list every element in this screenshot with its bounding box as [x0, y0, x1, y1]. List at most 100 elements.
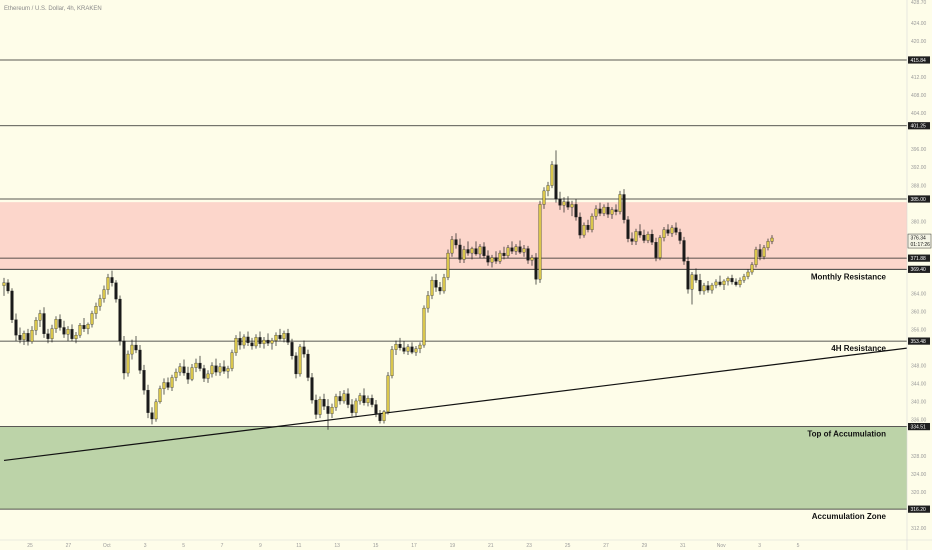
candle-body-down — [314, 399, 318, 415]
candle — [618, 190, 622, 215]
candle — [278, 328, 282, 341]
current-price-label: 376.34 — [911, 236, 927, 242]
candle — [294, 352, 298, 379]
price-tick-label: 340.00 — [911, 400, 927, 406]
candle-body-up — [106, 277, 110, 290]
candle-body-down — [186, 372, 190, 380]
candle — [418, 342, 422, 354]
candle — [402, 341, 406, 355]
candle — [174, 368, 178, 382]
candle-body-up — [450, 239, 454, 254]
candle-body-up — [98, 298, 102, 307]
level-label: 385.00 — [911, 197, 927, 203]
candle-body-up — [446, 252, 450, 278]
candle — [318, 396, 322, 419]
candle — [334, 393, 338, 411]
candle — [370, 394, 374, 408]
candle — [34, 317, 38, 336]
candle-body-up — [594, 208, 598, 217]
candle-body-down — [14, 319, 18, 336]
time-tick-label: 7 — [221, 543, 224, 549]
time-tick-label: 27 — [603, 543, 609, 549]
candle — [98, 294, 102, 311]
candle-body-down — [482, 246, 486, 256]
candle — [338, 391, 342, 405]
candle — [446, 249, 450, 281]
candle-body-up — [330, 407, 334, 414]
time-tick-label: 9 — [259, 543, 262, 549]
time-tick-label: 17 — [411, 543, 417, 549]
candle — [346, 388, 350, 409]
candle-body-up — [274, 334, 278, 341]
candle-body-down — [10, 290, 14, 320]
candle — [758, 244, 762, 261]
candle — [310, 373, 314, 404]
candle — [230, 349, 234, 372]
candle — [254, 334, 258, 349]
candle-body-down — [518, 246, 522, 253]
candle — [754, 246, 758, 268]
candle-body-down — [346, 393, 350, 405]
candle — [42, 307, 46, 338]
candle — [666, 224, 670, 236]
candle — [30, 326, 34, 344]
candle — [274, 332, 278, 346]
candle-body-down — [502, 252, 506, 256]
candle — [246, 331, 250, 346]
candle-body-up — [542, 190, 546, 205]
level-annotation: Monthly Resistance — [811, 272, 887, 281]
candle-body-up — [498, 252, 502, 262]
candle — [582, 222, 586, 238]
candle-body-down — [454, 239, 458, 246]
candle-body-down — [338, 396, 342, 402]
candle — [386, 372, 390, 415]
candle — [218, 363, 222, 376]
level-annotation: 4H Resistance — [831, 344, 886, 353]
candle — [322, 393, 326, 410]
candle-body-down — [322, 399, 326, 407]
candle-body-up — [234, 338, 238, 353]
candle-body-down — [310, 377, 314, 401]
candle — [290, 338, 294, 360]
candle — [146, 384, 150, 419]
candle-body-down — [578, 216, 582, 236]
candle — [698, 273, 702, 295]
candle — [502, 246, 506, 260]
candle — [342, 390, 346, 404]
candle — [250, 337, 254, 350]
candle — [674, 222, 678, 236]
candle-body-up — [618, 194, 622, 212]
candle-body-up — [762, 247, 766, 257]
price-tick-label: 324.00 — [911, 472, 927, 478]
candle — [22, 330, 26, 346]
candle — [710, 282, 714, 294]
candle — [554, 150, 558, 203]
candle-body-down — [674, 227, 678, 233]
candle — [662, 226, 666, 242]
candle — [670, 225, 674, 237]
candle-body-up — [662, 229, 666, 238]
candle — [478, 244, 482, 259]
candle — [330, 403, 334, 419]
candle — [362, 388, 366, 406]
candle-body-up — [390, 349, 394, 376]
candle — [458, 238, 462, 264]
time-tick-label: 3 — [758, 543, 761, 549]
candle-body-down — [698, 279, 702, 292]
candle — [738, 277, 742, 288]
candle — [506, 244, 510, 259]
time-axis[interactable]: 25 27 Oct 3 5 7 9 11 13 15 17 19 21 23 25 27 29 31 Nov 3 5 — [0, 539, 932, 549]
candle-body-up — [190, 367, 194, 380]
trendline — [3, 344, 932, 462]
candle-body-down — [166, 382, 170, 388]
candle-body-down — [622, 194, 626, 220]
candle — [234, 335, 238, 356]
candle-body-up — [610, 209, 614, 215]
candle — [574, 198, 578, 221]
candle-body-up — [218, 366, 222, 373]
candle-body-up — [646, 234, 650, 241]
candle-body-down — [250, 342, 254, 347]
level-label-bg — [908, 505, 930, 513]
candle — [570, 200, 574, 217]
